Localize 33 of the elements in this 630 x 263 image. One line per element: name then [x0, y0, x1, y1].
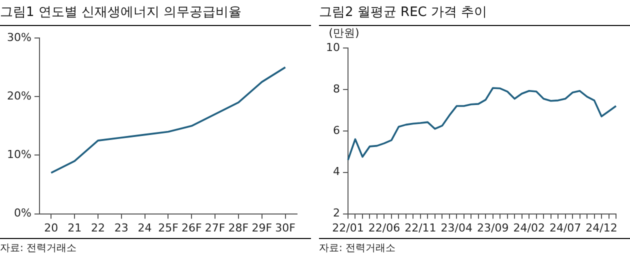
x-tick-label: 26F — [181, 221, 202, 234]
y-tick-label: 30% — [6, 30, 32, 44]
x-tick-label: 24 — [138, 221, 152, 234]
x-tick-label: 23/09 — [477, 221, 509, 234]
x-tick-label: 27F — [204, 221, 226, 234]
text: 자료: 전력거래소 — [0, 241, 311, 255]
text: 자료: 전력거래소 — [319, 241, 630, 255]
x-tick-label: 22 — [90, 221, 105, 234]
chart-title: 그림2 월평균 REC 가격 추이 — [319, 0, 630, 26]
x-tick-label: 25F — [158, 221, 178, 234]
x-tick-label: 30F — [275, 221, 296, 234]
x-tick-label: 20 — [44, 221, 58, 234]
y-tick-label: 6 — [332, 124, 340, 137]
y-tick-label: 10% — [6, 148, 32, 162]
x-tick-label: 22/11 — [404, 221, 436, 234]
x-tick-label: 29F — [252, 221, 272, 234]
x-tick-label: 22/06 — [368, 221, 400, 234]
y-tick-label: 10 — [326, 40, 340, 54]
y-axis-title: (만원) — [328, 26, 360, 40]
y-tick-label: 20% — [6, 89, 32, 102]
chart-title: 그림1 연도별 신재생에너지 의무공급비율 — [0, 0, 311, 26]
y-tick-label: 2 — [332, 206, 340, 220]
x-tick-label: 24/07 — [549, 221, 582, 234]
x-tick-label: 22/01 — [332, 221, 364, 234]
x-tick-label: 21 — [68, 221, 82, 234]
y-tick-label: 0% — [14, 206, 32, 220]
x-tick-label: 23 — [114, 221, 128, 234]
x-tick-label: 23/04 — [440, 221, 472, 234]
y-tick-label: 4 — [332, 165, 340, 178]
x-tick-label: 24/12 — [586, 221, 618, 234]
x-tick-label: 24/02 — [513, 221, 545, 234]
y-tick-label: 8 — [332, 82, 340, 96]
x-tick-label: 28F — [228, 221, 249, 234]
